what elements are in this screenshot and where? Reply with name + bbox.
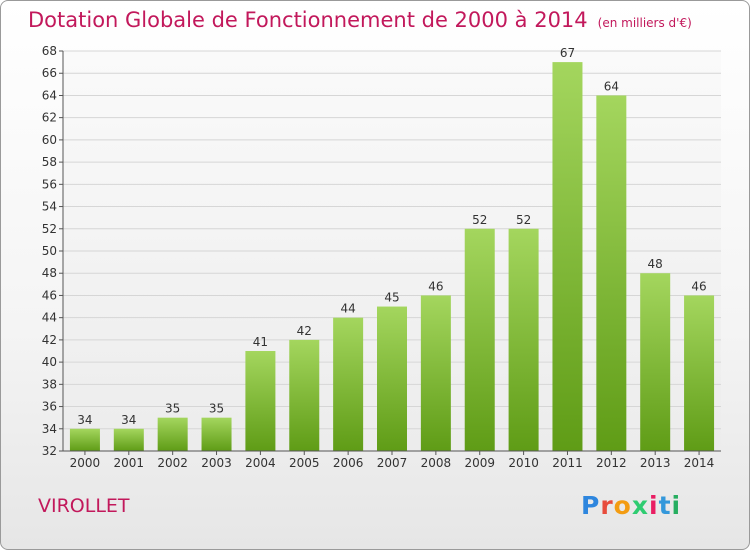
x-tick-label: 2006 bbox=[333, 456, 364, 470]
bar bbox=[245, 351, 276, 451]
x-tick-label: 2005 bbox=[289, 456, 320, 470]
logo-letter: r bbox=[600, 491, 614, 520]
bar bbox=[333, 317, 364, 451]
x-tick-label: 2004 bbox=[245, 456, 276, 470]
commune-name: VIROLLET bbox=[38, 495, 130, 517]
data-label: 52 bbox=[472, 213, 487, 227]
chart-title-block: Dotation Globale de Fonctionnement de 20… bbox=[28, 8, 692, 32]
data-label: 64 bbox=[604, 79, 619, 93]
bar bbox=[684, 295, 715, 451]
y-tick-label: 54 bbox=[42, 200, 57, 214]
data-label: 41 bbox=[253, 335, 268, 349]
data-label: 48 bbox=[648, 257, 663, 271]
logo-letter: i bbox=[671, 491, 682, 520]
bar bbox=[420, 295, 451, 451]
y-tick-label: 40 bbox=[42, 355, 57, 369]
y-tick-label: 62 bbox=[42, 111, 57, 125]
x-tick-label: 2009 bbox=[464, 456, 495, 470]
data-label: 46 bbox=[428, 279, 443, 293]
data-label: 46 bbox=[691, 279, 706, 293]
x-tick-label: 2013 bbox=[640, 456, 671, 470]
chart-title: Dotation Globale de Fonctionnement de 20… bbox=[28, 8, 588, 32]
x-tick-label: 2003 bbox=[201, 456, 232, 470]
bar bbox=[596, 95, 627, 451]
y-tick-label: 64 bbox=[42, 88, 57, 102]
y-tick-label: 68 bbox=[42, 44, 57, 58]
data-label: 52 bbox=[516, 213, 531, 227]
proxiti-logo: Proxiti bbox=[581, 491, 681, 520]
data-label: 67 bbox=[560, 46, 575, 60]
chart-unit: (en milliers d'€) bbox=[597, 16, 692, 30]
y-tick-label: 48 bbox=[42, 266, 57, 280]
bar bbox=[552, 62, 583, 451]
x-tick-label: 2010 bbox=[508, 456, 539, 470]
bar bbox=[69, 428, 100, 451]
bar bbox=[640, 273, 671, 451]
logo-letter: t bbox=[658, 491, 672, 520]
y-tick-label: 56 bbox=[42, 177, 57, 191]
x-tick-label: 2012 bbox=[596, 456, 627, 470]
data-label: 45 bbox=[384, 291, 399, 305]
logo-letter: o bbox=[613, 491, 632, 520]
y-tick-label: 66 bbox=[42, 66, 57, 80]
y-tick-label: 60 bbox=[42, 133, 57, 147]
bar bbox=[157, 417, 188, 451]
bar bbox=[201, 417, 232, 451]
data-label: 35 bbox=[209, 402, 224, 416]
data-label: 44 bbox=[340, 302, 355, 316]
data-label: 34 bbox=[121, 413, 136, 427]
y-tick-label: 52 bbox=[42, 222, 57, 236]
x-tick-label: 2000 bbox=[70, 456, 101, 470]
x-tick-label: 2008 bbox=[421, 456, 452, 470]
y-tick-label: 46 bbox=[42, 288, 57, 302]
x-tick-label: 2002 bbox=[157, 456, 188, 470]
bar bbox=[113, 428, 144, 451]
y-tick-label: 42 bbox=[42, 333, 57, 347]
x-tick-label: 2001 bbox=[114, 456, 145, 470]
y-tick-label: 36 bbox=[42, 400, 57, 414]
bar bbox=[377, 306, 407, 451]
y-tick-label: 50 bbox=[42, 244, 57, 258]
data-label: 34 bbox=[77, 413, 92, 427]
y-tick-label: 32 bbox=[42, 444, 57, 458]
y-tick-label: 58 bbox=[42, 155, 57, 169]
y-tick-label: 44 bbox=[42, 311, 57, 325]
bar bbox=[289, 339, 320, 451]
logo-letter: x bbox=[631, 491, 649, 520]
y-tick-label: 34 bbox=[42, 422, 57, 436]
data-label: 35 bbox=[165, 402, 180, 416]
logo-letter: P bbox=[581, 491, 601, 520]
logo-letter: i bbox=[649, 491, 659, 520]
bar bbox=[464, 228, 495, 451]
y-tick-label: 38 bbox=[42, 377, 57, 391]
data-label: 42 bbox=[297, 324, 312, 338]
x-tick-label: 2011 bbox=[552, 456, 583, 470]
x-tick-label: 2007 bbox=[377, 456, 408, 470]
x-tick-label: 2014 bbox=[684, 456, 715, 470]
bar bbox=[508, 228, 539, 451]
